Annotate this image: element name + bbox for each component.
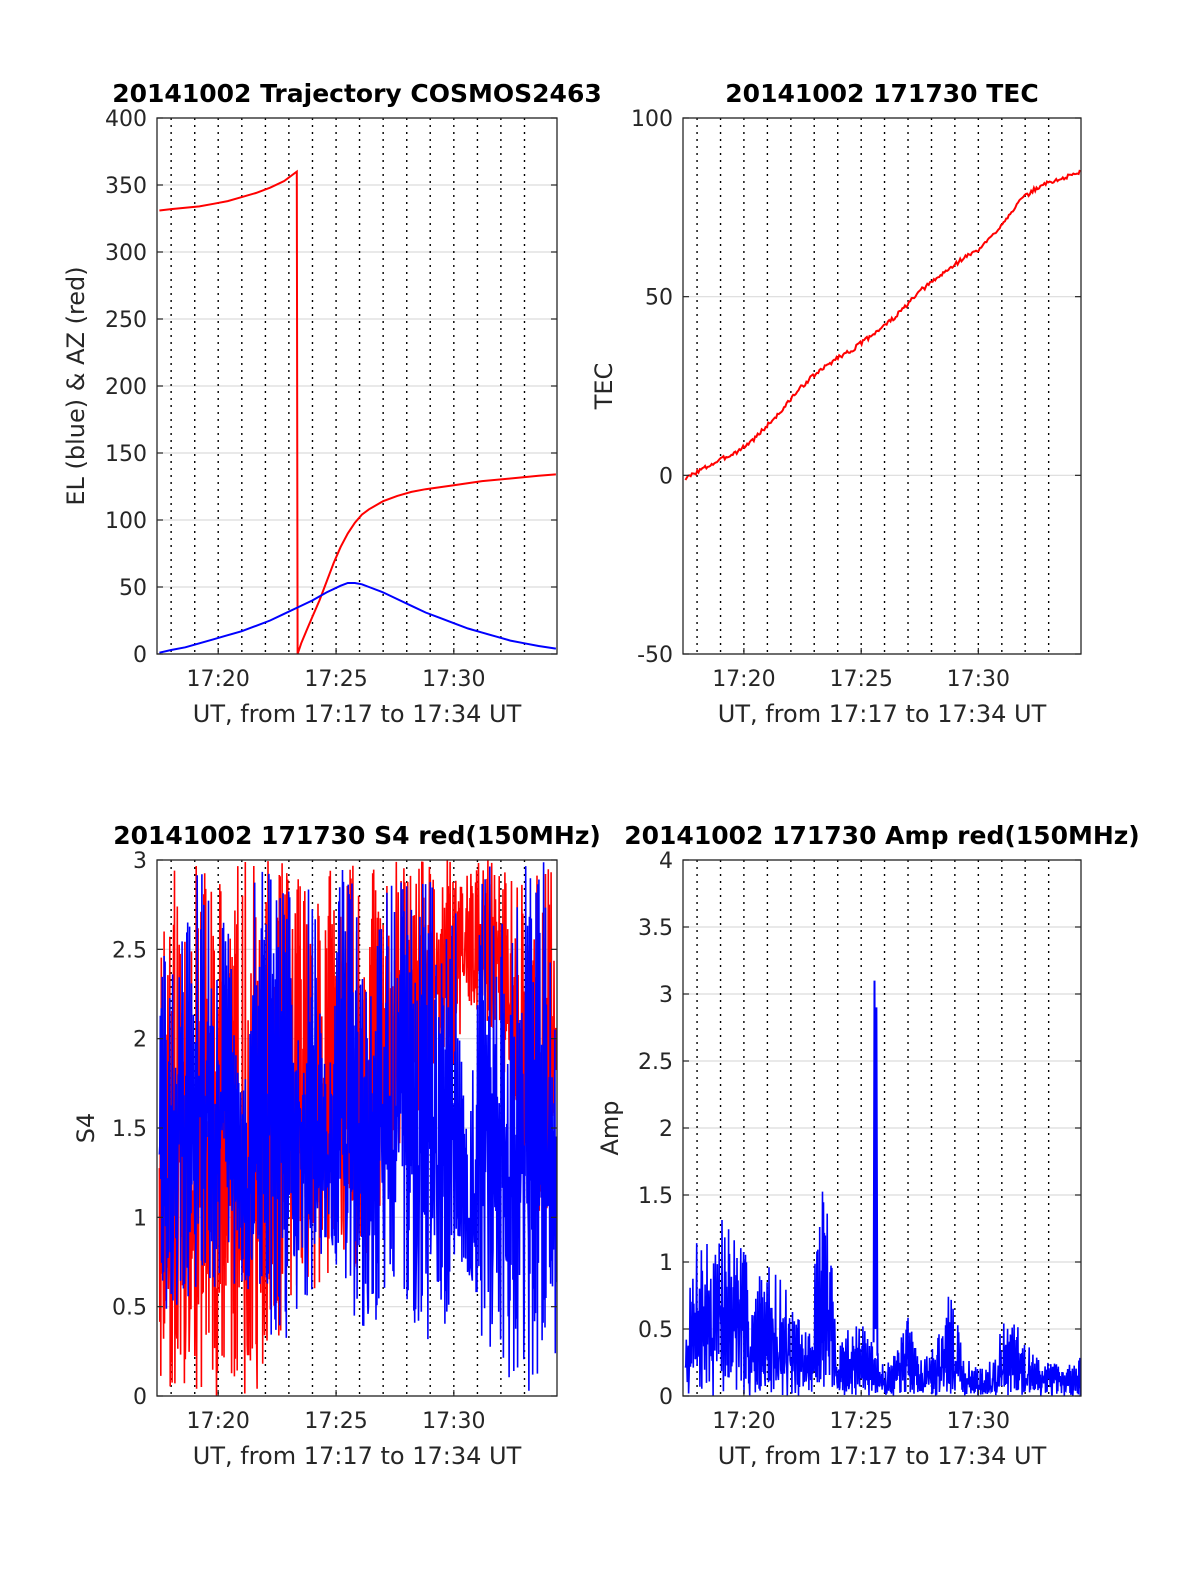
x-axis-label: UT, from 17:17 to 17:34 UT — [193, 700, 522, 728]
y-tick-label: 150 — [105, 442, 147, 467]
y-tick-label: 300 — [105, 241, 147, 266]
y-axis-label: EL (blue) & AZ (red) — [62, 266, 90, 505]
chart-title: 20141002 171730 TEC — [725, 79, 1038, 108]
y-tick-label: 200 — [105, 375, 147, 400]
y-tick-label: 1 — [133, 1206, 147, 1231]
x-tick-label: 17:30 — [947, 667, 1010, 692]
y-tick-label: 100 — [631, 107, 673, 132]
y-tick-label: 0 — [133, 1385, 147, 1410]
x-tick-label: 17:25 — [829, 667, 892, 692]
y-tick-label: 250 — [105, 308, 147, 333]
series-line-2 — [158, 862, 557, 1391]
y-tick-label: 50 — [645, 286, 673, 311]
y-tick-label: 50 — [119, 576, 147, 601]
y-tick-label: 100 — [105, 509, 147, 534]
y-tick-label: 0.5 — [112, 1296, 147, 1321]
x-tick-label: 17:25 — [304, 667, 367, 692]
y-tick-label: 3 — [133, 849, 147, 874]
series-line-1 — [684, 1191, 1081, 1396]
series-line-1 — [159, 169, 556, 654]
chart-2: -50 0 50 100 17:20 17:25 17:30 20141002 171730 … — [590, 79, 1082, 728]
chart-3: 0 0.5 1 1.5 2 2.5 3 17:20 17:25 17:30 20141002 171… — [72, 821, 601, 1470]
y-tick-label: 2 — [659, 1117, 673, 1142]
y-tick-label: 400 — [105, 107, 147, 132]
x-tick-label: 17:25 — [304, 1409, 367, 1434]
x-axis-label: UT, from 17:17 to 17:34 UT — [718, 700, 1047, 728]
y-tick-label: 1.5 — [638, 1184, 673, 1209]
chart-title: 20141002 Trajectory COSMOS2463 — [112, 79, 602, 108]
y-axis-label: TEC — [590, 363, 618, 411]
chart-title: 20141002 171730 S4 red(150MHz) — [113, 821, 601, 850]
y-tick-label: 0.5 — [638, 1318, 673, 1343]
x-tick-label: 17:25 — [829, 1409, 892, 1434]
y-tick-label: 2 — [133, 1028, 147, 1053]
y-tick-label: 1 — [659, 1251, 673, 1276]
y-tick-label: 3.5 — [638, 916, 673, 941]
y-tick-label: 3 — [659, 983, 673, 1008]
chart-4: 0 0.5 1 1.5 2 2.5 3 3.5 4 17:20 17:25 17:30 20141002… — [596, 821, 1140, 1470]
x-tick-label: 17:20 — [712, 667, 775, 692]
axes-frame — [682, 117, 1082, 655]
series-line-2 — [159, 582, 557, 654]
x-tick-label: 17:20 — [186, 1409, 249, 1434]
y-tick-label: 0 — [659, 1385, 673, 1410]
x-axis-label: UT, from 17:17 to 17:34 UT — [193, 1442, 522, 1470]
y-tick-label: 2.5 — [638, 1050, 673, 1075]
x-tick-label: 17:20 — [186, 667, 249, 692]
chart-title: 20141002 171730 Amp red(150MHz) — [624, 821, 1140, 850]
x-tick-label: 17:30 — [422, 1409, 485, 1434]
y-tick-label: -50 — [637, 643, 673, 668]
y-tick-label: 4 — [659, 849, 673, 874]
x-tick-label: 17:20 — [712, 1409, 775, 1434]
series-line-1 — [684, 169, 1081, 481]
x-tick-label: 17:30 — [947, 1409, 1010, 1434]
chart-1: 0 50 100 150 200 250 300 350 400 17:20 17:25 17:30 2… — [62, 79, 602, 728]
y-tick-label: 350 — [105, 174, 147, 199]
y-axis-label: S4 — [72, 1113, 100, 1144]
y-tick-label: 0 — [133, 643, 147, 668]
y-tick-label: 2.5 — [112, 938, 147, 963]
x-axis-label: UT, from 17:17 to 17:34 UT — [718, 1442, 1047, 1470]
x-tick-label: 17:30 — [422, 667, 485, 692]
y-tick-label: 0 — [659, 464, 673, 489]
y-axis-label: Amp — [596, 1100, 624, 1155]
y-tick-label: 1.5 — [112, 1117, 147, 1142]
series-line-2 — [872, 980, 879, 1356]
